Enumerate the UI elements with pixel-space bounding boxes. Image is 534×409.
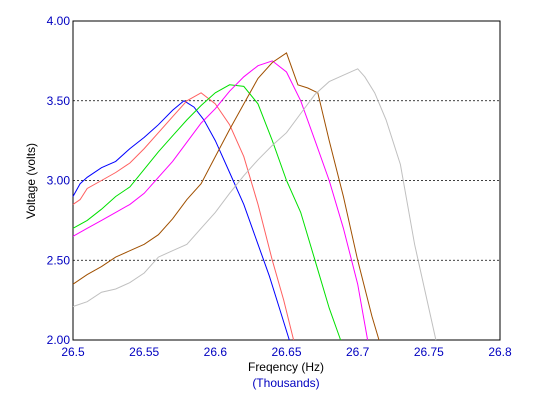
x-tick-label: 26.7 [346, 345, 370, 359]
series-line-3 [72, 84, 342, 341]
x-axis-sublabel: (Thousands) [252, 376, 319, 390]
x-tick-label: 26.55 [129, 345, 159, 359]
x-tick-label: 26.75 [414, 345, 444, 359]
x-tick-label: 26.6 [204, 345, 228, 359]
series-line-4 [72, 60, 369, 341]
series-line-2 [72, 92, 295, 341]
y-tick-label: 4.00 [47, 14, 71, 28]
x-tick-label: 26.8 [488, 345, 512, 359]
y-tick-label: 3.00 [47, 174, 71, 188]
y-axis-label: Voltage (volts) [24, 143, 38, 219]
x-axis-label: Freqency (Hz) [248, 360, 324, 374]
series-group [72, 52, 437, 341]
y-tick-label: 2.50 [47, 253, 71, 267]
y-tick-label: 3.50 [47, 94, 71, 108]
series-line-1 [72, 100, 290, 341]
y-tick-labels: 2.00 2.50 3.00 3.50 4.00 [47, 14, 71, 347]
x-tick-label: 26.5 [61, 345, 85, 359]
x-tick-label: 26.65 [271, 345, 301, 359]
series-line-6 [72, 68, 437, 341]
y-tick-label: 2.00 [47, 333, 71, 347]
x-tick-labels: 26.5 26.55 26.6 26.65 26.7 26.75 26.8 [61, 345, 512, 359]
series-line-5 [72, 52, 380, 341]
